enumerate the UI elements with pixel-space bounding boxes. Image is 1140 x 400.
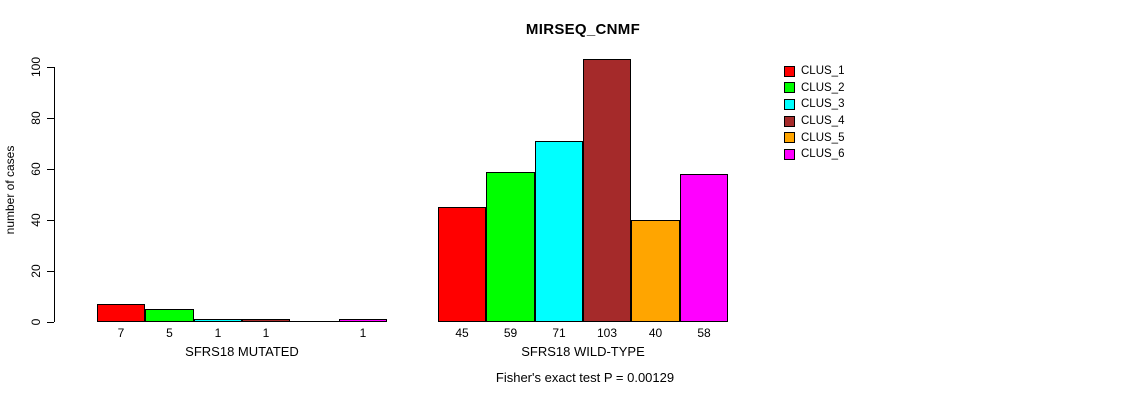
y-tick-label: 60 bbox=[29, 162, 43, 176]
y-tick bbox=[47, 67, 54, 68]
bar-value-label: 40 bbox=[648, 326, 663, 340]
bar bbox=[145, 309, 194, 322]
bar bbox=[486, 172, 535, 322]
legend: CLUS_1 CLUS_2 CLUS_3 CLUS_4 CLUS_5 CLUS_6 bbox=[784, 63, 844, 163]
bar bbox=[339, 319, 387, 322]
bar-value-label: 45 bbox=[455, 326, 469, 340]
legend-label: CLUS_6 bbox=[801, 148, 845, 161]
y-tick bbox=[47, 118, 54, 119]
legend-label: CLUS_5 bbox=[801, 131, 845, 144]
y-tick-label: 80 bbox=[29, 111, 43, 125]
y-tick bbox=[47, 271, 54, 272]
bar bbox=[535, 141, 583, 322]
y-axis-line bbox=[54, 67, 55, 322]
bar bbox=[583, 59, 631, 322]
bar-value-label: 59 bbox=[503, 326, 518, 340]
legend-item: CLUS_6 bbox=[784, 146, 844, 163]
legend-item: CLUS_1 bbox=[784, 63, 844, 80]
legend-swatch bbox=[784, 148, 795, 160]
y-tick bbox=[47, 169, 54, 170]
bar bbox=[680, 174, 728, 322]
legend-label: CLUS_1 bbox=[801, 65, 845, 78]
group-label: SFRS18 WILD-TYPE bbox=[521, 344, 645, 359]
bar-value-label: 58 bbox=[697, 326, 711, 340]
group-label: SFRS18 MUTATED bbox=[185, 344, 299, 359]
y-tick-label: 0 bbox=[29, 318, 43, 326]
bar bbox=[97, 304, 145, 322]
bar-zero bbox=[290, 321, 339, 322]
legend-item: CLUS_3 bbox=[784, 96, 844, 113]
y-tick-label: 100 bbox=[29, 56, 43, 78]
y-tick bbox=[47, 220, 54, 221]
y-axis-label: number of cases bbox=[3, 145, 17, 235]
chart-title: MIRSEQ_CNMF bbox=[525, 21, 641, 38]
legend-swatch bbox=[784, 98, 795, 110]
bar bbox=[242, 319, 290, 322]
legend-item: CLUS_4 bbox=[784, 113, 844, 130]
bar-value-label: 7 bbox=[117, 326, 125, 340]
legend-swatch bbox=[784, 65, 795, 77]
y-tick-label: 40 bbox=[29, 213, 43, 227]
bar-value-label: 1 bbox=[214, 326, 222, 340]
legend-label: CLUS_2 bbox=[801, 81, 845, 94]
legend-item: CLUS_2 bbox=[784, 80, 844, 97]
legend-swatch bbox=[784, 115, 795, 127]
legend-swatch bbox=[784, 132, 795, 144]
legend-swatch bbox=[784, 82, 795, 94]
legend-label: CLUS_4 bbox=[801, 115, 845, 128]
bar-value-label: 1 bbox=[262, 326, 270, 340]
fisher-test-annotation: Fisher's exact test P = 0.00129 bbox=[495, 370, 675, 385]
bar bbox=[631, 220, 680, 322]
legend-item: CLUS_5 bbox=[784, 129, 844, 146]
legend-label: CLUS_3 bbox=[801, 98, 845, 111]
bar bbox=[194, 319, 242, 322]
bar-value-label: 1 bbox=[359, 326, 367, 340]
bar-value-label: 5 bbox=[166, 326, 173, 340]
y-tick bbox=[47, 322, 54, 323]
bar-value-label: 103 bbox=[596, 326, 618, 340]
bar bbox=[438, 207, 486, 322]
y-tick-label: 20 bbox=[29, 264, 43, 278]
bar-value-label: 71 bbox=[552, 326, 566, 340]
